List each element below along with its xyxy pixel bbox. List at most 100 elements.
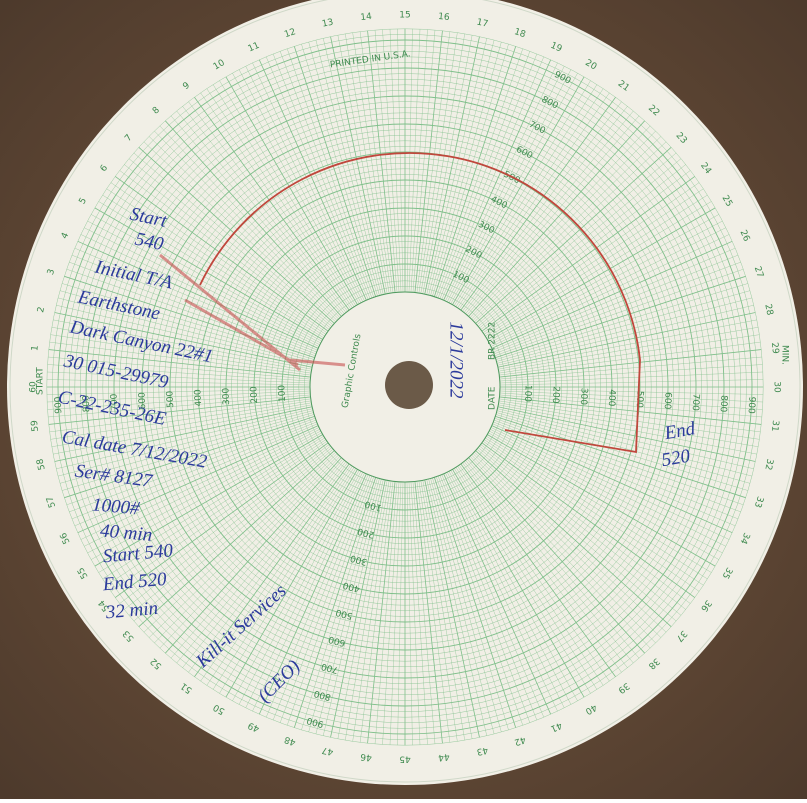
radial-line [337,480,388,739]
radial-line [489,220,723,344]
radial-line [330,479,386,738]
radial-line [119,444,330,604]
minute-label: 6 [99,163,111,174]
scale-label: 700 [320,660,339,674]
radial-line [80,234,320,347]
radial-line [238,471,362,705]
radial-line [443,59,552,301]
radial-line [465,460,634,664]
ink-smear [159,253,346,372]
radial-line [437,475,531,723]
minute-label: 4 [60,231,72,241]
radial-line [422,35,473,294]
radial-line [232,470,360,701]
radial-line [47,392,311,410]
radial-line [138,450,335,627]
radial-line [492,423,736,526]
radial-line [494,418,744,505]
radial-line [495,414,748,491]
radial-line [426,479,487,736]
minute-label: 11 [247,41,262,55]
radial-line [455,84,598,307]
radial-line [98,201,324,338]
radial-line [176,110,345,314]
radial-line [418,480,458,742]
minute-label: 41 [549,719,564,733]
radial-line [432,44,509,297]
radial-line [495,283,748,360]
radial-line [200,464,351,682]
radial-line [498,334,760,374]
scale-label: 800 [313,688,332,702]
radial-line [53,319,312,370]
radial-line [47,390,311,403]
radial-line [424,479,480,738]
radial-line [487,207,716,340]
radial-line [457,88,604,308]
radial-line [439,53,538,299]
start-label: START [36,367,46,395]
radial-line [106,439,326,586]
minute-label: 34 [737,531,751,546]
radial-line [412,30,436,293]
radial-line [448,471,572,705]
scale-label: 300 [221,387,232,405]
radial-line [225,76,358,305]
radial-line [460,96,616,311]
date-label: DATE [488,386,498,410]
minute-label: 31 [769,420,780,432]
radial-line [258,473,367,715]
radial-line [491,240,733,349]
radial-line [165,457,342,654]
radial-line [479,445,686,610]
radial-line [54,406,313,462]
radial-line [482,182,700,333]
radial-line [420,480,465,741]
radial-line [94,434,323,567]
radial-line [475,450,672,627]
scale-label: 900 [54,396,65,414]
radial-line [154,130,339,320]
radial-line [482,441,700,592]
minute-label: 7 [123,133,134,144]
radial-line [433,477,517,728]
radial-line [408,481,421,745]
radial-line [498,400,760,440]
radial-line [238,69,362,303]
radial-line [64,415,315,499]
radial-line [188,462,348,673]
radial-line [87,220,321,344]
radial-line [293,46,377,297]
radial-line [481,442,696,598]
scale-label: 900 [746,396,757,414]
radial-line [345,33,390,294]
scale-label: 400 [193,389,204,407]
radial-line [468,457,645,654]
radial-line [84,429,320,547]
radial-line [165,120,342,317]
radial-line [212,84,355,307]
radial-line [448,69,572,303]
minute-label: 26 [737,229,751,244]
radial-line [200,92,351,310]
radial-line [476,448,677,622]
radial-line [77,425,319,534]
radial-line [128,447,332,616]
radial-line [47,364,311,382]
radial-line [382,481,400,745]
radial-line [472,136,662,321]
radial-line [469,125,651,318]
radial-line [441,474,544,718]
radial-line [488,432,719,560]
radial-line [272,53,371,299]
radial-line [359,31,394,293]
radial-line [472,453,662,638]
scale-label: 600 [327,633,346,647]
radial-line [478,158,682,327]
radial-line [397,28,404,293]
radial-line [352,32,392,294]
note-line: 1000# [91,494,141,519]
radial-line [454,80,591,306]
radial-line [124,164,331,329]
radial-line [71,421,317,520]
